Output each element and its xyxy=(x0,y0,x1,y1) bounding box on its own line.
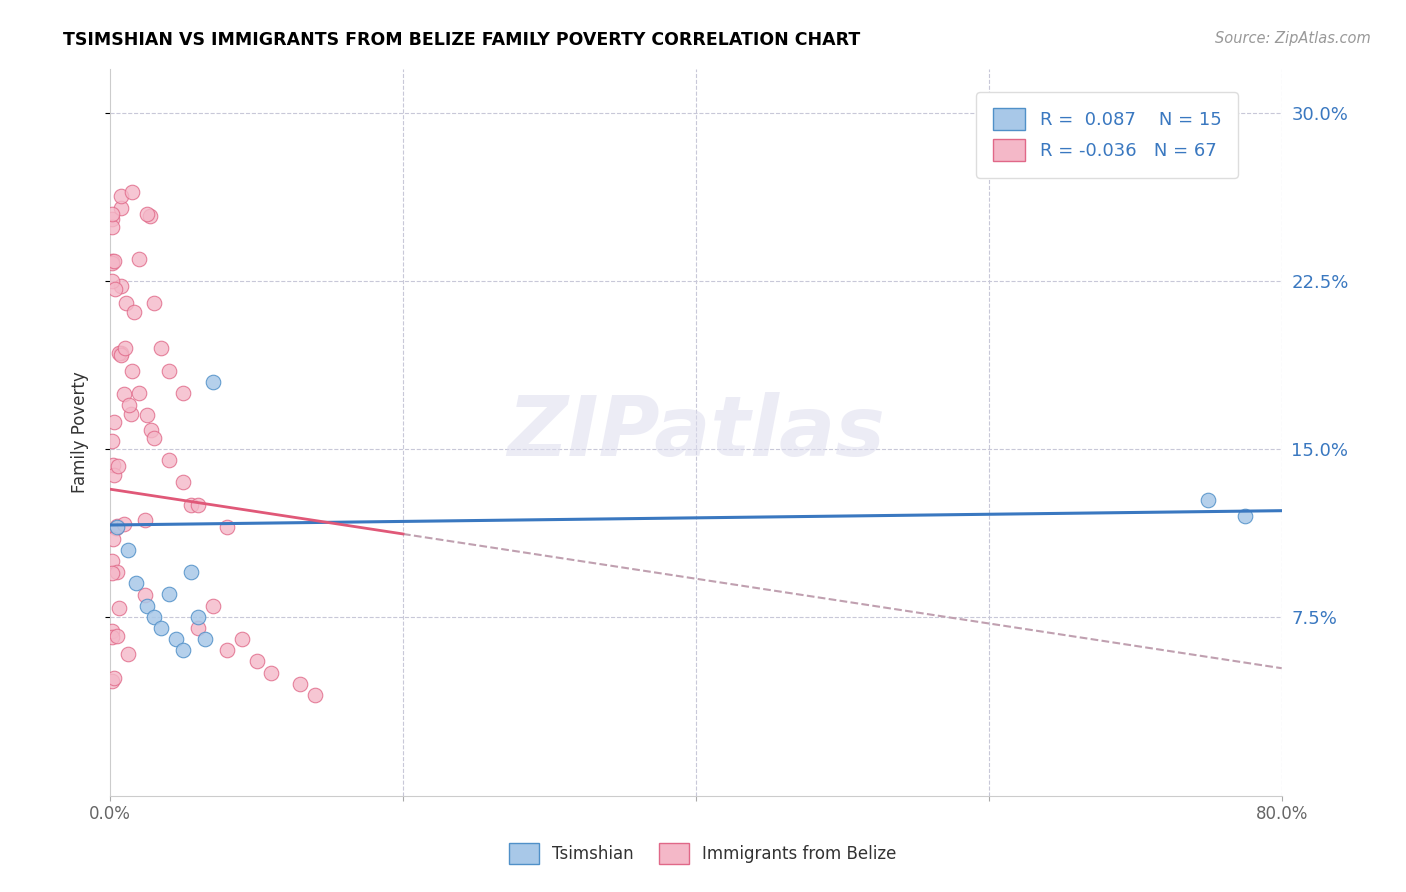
Legend: R =  0.087    N = 15, R = -0.036   N = 67: R = 0.087 N = 15, R = -0.036 N = 67 xyxy=(976,92,1237,178)
Point xyxy=(290,677,312,691)
Point xyxy=(100,207,122,221)
Text: Source: ZipAtlas.com: Source: ZipAtlas.com xyxy=(1215,31,1371,46)
Point xyxy=(134,588,156,602)
Point xyxy=(180,565,202,579)
Point xyxy=(101,211,124,226)
Point xyxy=(157,587,180,601)
Point xyxy=(105,629,128,643)
Point xyxy=(172,475,194,490)
Point xyxy=(103,467,125,482)
Point xyxy=(135,207,157,221)
Point xyxy=(100,256,122,270)
Point xyxy=(122,305,145,319)
Point xyxy=(101,434,124,449)
Text: TSIMSHIAN VS IMMIGRANTS FROM BELIZE FAMILY POVERTY CORRELATION CHART: TSIMSHIAN VS IMMIGRANTS FROM BELIZE FAMI… xyxy=(63,31,860,49)
Point xyxy=(1234,509,1257,524)
Point xyxy=(121,185,143,199)
Point xyxy=(120,408,142,422)
Point xyxy=(107,601,129,615)
Point xyxy=(150,341,173,355)
Point xyxy=(1198,493,1220,508)
Point xyxy=(117,542,139,557)
Point xyxy=(114,341,136,355)
Point xyxy=(143,609,166,624)
Point xyxy=(139,423,162,437)
Point xyxy=(150,621,173,635)
Point xyxy=(245,655,267,669)
Y-axis label: Family Poverty: Family Poverty xyxy=(72,371,89,493)
Point xyxy=(143,296,166,310)
Point xyxy=(143,431,166,445)
Point xyxy=(180,498,202,512)
Point xyxy=(100,566,122,580)
Point xyxy=(101,554,124,568)
Point xyxy=(104,282,127,296)
Point xyxy=(128,386,150,401)
Point xyxy=(217,643,239,657)
Point xyxy=(103,254,125,268)
Point xyxy=(110,201,132,215)
Point xyxy=(187,498,209,512)
Point xyxy=(107,346,129,360)
Point xyxy=(157,453,180,467)
Point xyxy=(107,458,129,473)
Point xyxy=(128,252,150,266)
Point xyxy=(187,609,209,624)
Point xyxy=(101,220,124,235)
Point xyxy=(201,375,224,389)
Point xyxy=(110,345,132,359)
Point xyxy=(114,386,136,401)
Point xyxy=(110,279,132,293)
Point xyxy=(112,517,135,532)
Point xyxy=(135,409,157,423)
Point xyxy=(110,188,132,202)
Point xyxy=(231,632,253,647)
Point xyxy=(100,274,122,288)
Point xyxy=(101,533,124,547)
Point xyxy=(100,254,122,268)
Point xyxy=(138,209,160,223)
Point xyxy=(304,688,326,702)
Point xyxy=(125,576,148,591)
Point xyxy=(135,599,157,613)
Point xyxy=(101,630,124,644)
Point xyxy=(201,599,224,613)
Point xyxy=(104,521,127,535)
Point xyxy=(101,458,124,473)
Point xyxy=(114,296,136,310)
Point xyxy=(157,363,180,377)
Legend: Tsimshian, Immigrants from Belize: Tsimshian, Immigrants from Belize xyxy=(502,837,904,871)
Point xyxy=(105,519,128,533)
Point xyxy=(105,520,128,534)
Point xyxy=(103,671,125,685)
Point xyxy=(194,632,217,647)
Point xyxy=(101,674,124,689)
Point xyxy=(165,632,187,647)
Point xyxy=(118,399,141,413)
Point xyxy=(187,621,209,635)
Text: ZIPatlas: ZIPatlas xyxy=(508,392,884,473)
Point xyxy=(172,643,194,657)
Point xyxy=(134,513,156,527)
Point xyxy=(217,520,239,534)
Point xyxy=(117,647,139,661)
Point xyxy=(100,624,122,638)
Point xyxy=(105,565,128,579)
Point xyxy=(121,363,143,377)
Point xyxy=(110,348,132,362)
Point xyxy=(260,665,283,680)
Point xyxy=(172,386,194,401)
Point xyxy=(103,415,125,429)
